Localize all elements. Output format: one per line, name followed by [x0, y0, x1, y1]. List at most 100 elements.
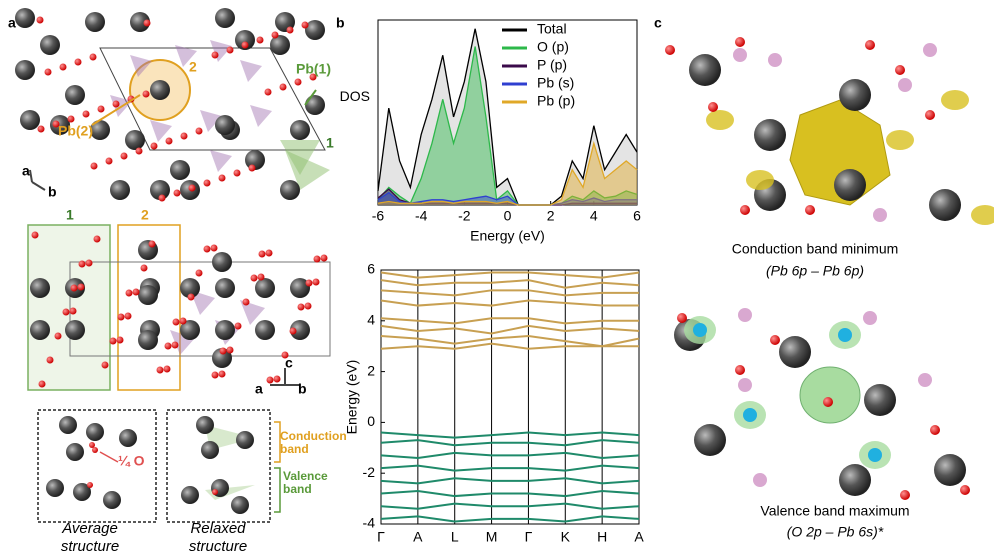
o-atom: [85, 259, 93, 267]
o-atom: [164, 342, 172, 350]
o-atom: [69, 307, 77, 315]
band-line: [380, 324, 640, 335]
o-atom: [677, 313, 687, 323]
o-atom: [309, 73, 317, 81]
pb-atom: [215, 278, 235, 298]
polyhedron: [210, 40, 232, 62]
o-atom: [187, 293, 195, 301]
bracket: [274, 467, 281, 513]
polyhedron: [150, 120, 172, 142]
p-atom: [873, 208, 887, 222]
o-atom: [78, 260, 86, 268]
pb-atom: [180, 320, 200, 340]
dos-line: [377, 28, 638, 206]
pb-atom: [290, 120, 310, 140]
o-atom: [112, 100, 120, 108]
pb-atom: [255, 320, 275, 340]
pb-atom: [689, 54, 721, 86]
o-site: [693, 323, 707, 337]
dos-line: [377, 191, 637, 206]
o-site: [743, 408, 757, 422]
o-atom: [90, 162, 98, 170]
o-atom: [101, 361, 109, 369]
o-atom: [286, 26, 294, 34]
pb-atom: [280, 180, 300, 200]
o-atom: [226, 346, 234, 354]
band-line: [380, 502, 640, 510]
o-atom: [132, 288, 140, 296]
band-line: [380, 477, 640, 485]
p-atom: [738, 378, 752, 392]
pb-atom: [212, 252, 232, 272]
o-atom: [313, 255, 321, 263]
polyhedron: [240, 300, 265, 325]
o-atom: [173, 189, 181, 197]
pb-atom: [50, 115, 70, 135]
caption: Valence band maximum: [760, 503, 909, 519]
y-tick-label: 6: [367, 261, 375, 277]
plot-frame: [380, 269, 640, 525]
o-atom: [312, 278, 320, 286]
band-line: [380, 451, 640, 459]
o-atom: [925, 110, 935, 120]
p-atom: [768, 53, 782, 67]
area-fill: [378, 143, 637, 205]
o-atom: [304, 302, 312, 310]
o-atom: [44, 68, 52, 76]
caption: (Pb 6p – Pb 6p): [766, 263, 864, 279]
o-atom: [195, 127, 203, 135]
pointer: [304, 89, 317, 106]
site-number: 2: [189, 59, 197, 75]
band-line: [380, 342, 639, 350]
p-atom: [918, 373, 932, 387]
o-atom: [125, 289, 133, 297]
o-atom: [770, 335, 780, 345]
o-atom: [143, 19, 151, 27]
polyhedron: [250, 105, 272, 127]
pb-atom: [46, 479, 64, 497]
o-atom: [211, 371, 219, 379]
x-axis-label: Energy (eV): [470, 228, 545, 244]
y-axis-label: Energy (eV): [344, 360, 360, 435]
y-tick-label: 0: [367, 413, 375, 429]
frame: [166, 409, 271, 523]
pb-atom: [290, 320, 310, 340]
o-atom: [242, 298, 250, 306]
o-atom: [273, 375, 281, 383]
cbm-lobe: [971, 205, 994, 225]
o-atom: [89, 442, 95, 448]
pb-atom: [839, 464, 871, 496]
x-tick-label: -6: [372, 208, 385, 224]
pb-atom: [15, 8, 35, 28]
o-site: [838, 328, 852, 342]
o-atom: [210, 244, 218, 252]
o-atom: [120, 152, 128, 160]
panel-label: a: [8, 15, 16, 31]
axis-arrow: [29, 169, 46, 191]
polyhedron: [175, 45, 197, 67]
pb-atom: [196, 416, 214, 434]
o-atom: [105, 157, 113, 165]
o-atom: [257, 273, 265, 281]
legend-label: Pb (p): [537, 93, 575, 109]
o-atom: [265, 249, 273, 257]
o-atom: [171, 341, 179, 349]
axis-letter: c: [285, 355, 293, 371]
x-tick-label: H: [597, 529, 607, 545]
cell-outline: [69, 261, 331, 357]
o-atom: [165, 137, 173, 145]
o-atom: [823, 397, 833, 407]
site-number: 2: [141, 207, 149, 223]
o-atom: [256, 36, 264, 44]
polyhedron: [190, 290, 215, 315]
pointer: [91, 94, 141, 126]
pb-atom: [215, 320, 235, 340]
o-atom: [156, 366, 164, 374]
pb-atom: [138, 285, 158, 305]
o-atom: [895, 65, 905, 75]
o-atom: [109, 337, 117, 345]
area-fill: [378, 46, 637, 205]
pb-atom: [834, 169, 866, 201]
x-tick-label: 0: [504, 208, 512, 224]
